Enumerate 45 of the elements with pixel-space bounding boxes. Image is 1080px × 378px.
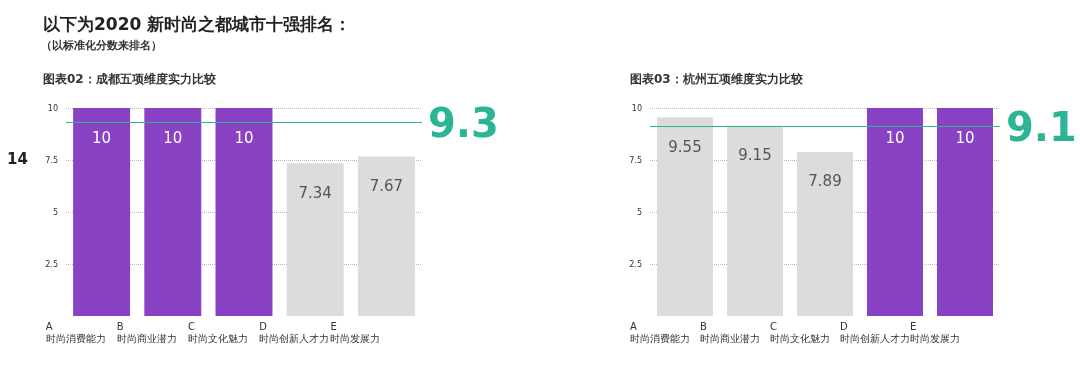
chart-title: 图表02：成都五项维度实力比较 <box>43 72 217 86</box>
data-label: 7.89 <box>808 172 842 191</box>
data-label: 7.67 <box>369 176 404 195</box>
x-tick-label: D 时尚创新人才力 <box>259 320 330 344</box>
y-tick-label: 10 <box>631 103 642 113</box>
bar <box>937 108 993 316</box>
y-tick-label: 5 <box>636 207 642 217</box>
y-tick-label: 7.5 <box>45 155 58 165</box>
x-tick-label: B 时尚商业潜力 <box>116 320 177 344</box>
text: 以下为2020 新时尚之都城市十强排名： <box>43 13 352 34</box>
text: （以标准化分数来排名） <box>41 39 162 52</box>
data-label: 10 <box>92 128 112 147</box>
chart-title: 图表03：杭州五项维度实力比较 <box>630 72 804 86</box>
bar <box>286 163 344 316</box>
data-label: 9.55 <box>668 137 702 156</box>
y-tick-label: 2.5 <box>629 259 642 269</box>
data-label: 7.34 <box>298 183 332 202</box>
data-label: 9.15 <box>738 146 772 165</box>
ref-line-label: 9.1 <box>1006 103 1077 150</box>
bar <box>727 125 783 316</box>
data-label: 10 <box>234 128 254 147</box>
y-tick-label: 5 <box>52 207 58 217</box>
bar <box>357 156 415 316</box>
bar <box>73 108 131 316</box>
ref-line-label: 9.3 <box>428 99 499 146</box>
x-tick-label: C 时尚文化魅力 <box>770 320 830 344</box>
x-tick-label: A 时尚消费能力 <box>45 320 106 344</box>
x-tick-label: C 时尚文化魅力 <box>188 320 249 344</box>
data-label: 10 <box>955 128 975 147</box>
bar <box>657 117 713 316</box>
text: 14 <box>7 149 28 168</box>
y-tick-label: 7.5 <box>629 155 642 165</box>
bar <box>867 108 923 316</box>
y-tick-label: 2.5 <box>45 259 58 269</box>
x-tick-label: B 时尚商业潜力 <box>700 320 760 344</box>
x-tick-label: E 时尚发展力 <box>910 320 960 344</box>
x-tick-label: E 时尚发展力 <box>330 320 381 344</box>
bar <box>797 151 853 316</box>
bar <box>215 108 273 316</box>
y-tick-label: 10 <box>47 103 58 113</box>
bar <box>144 108 202 316</box>
data-label: 10 <box>885 128 905 147</box>
x-tick-label: D 时尚创新人才力 <box>840 320 910 344</box>
x-tick-label: A 时尚消费能力 <box>630 320 690 344</box>
data-label: 10 <box>163 128 183 147</box>
